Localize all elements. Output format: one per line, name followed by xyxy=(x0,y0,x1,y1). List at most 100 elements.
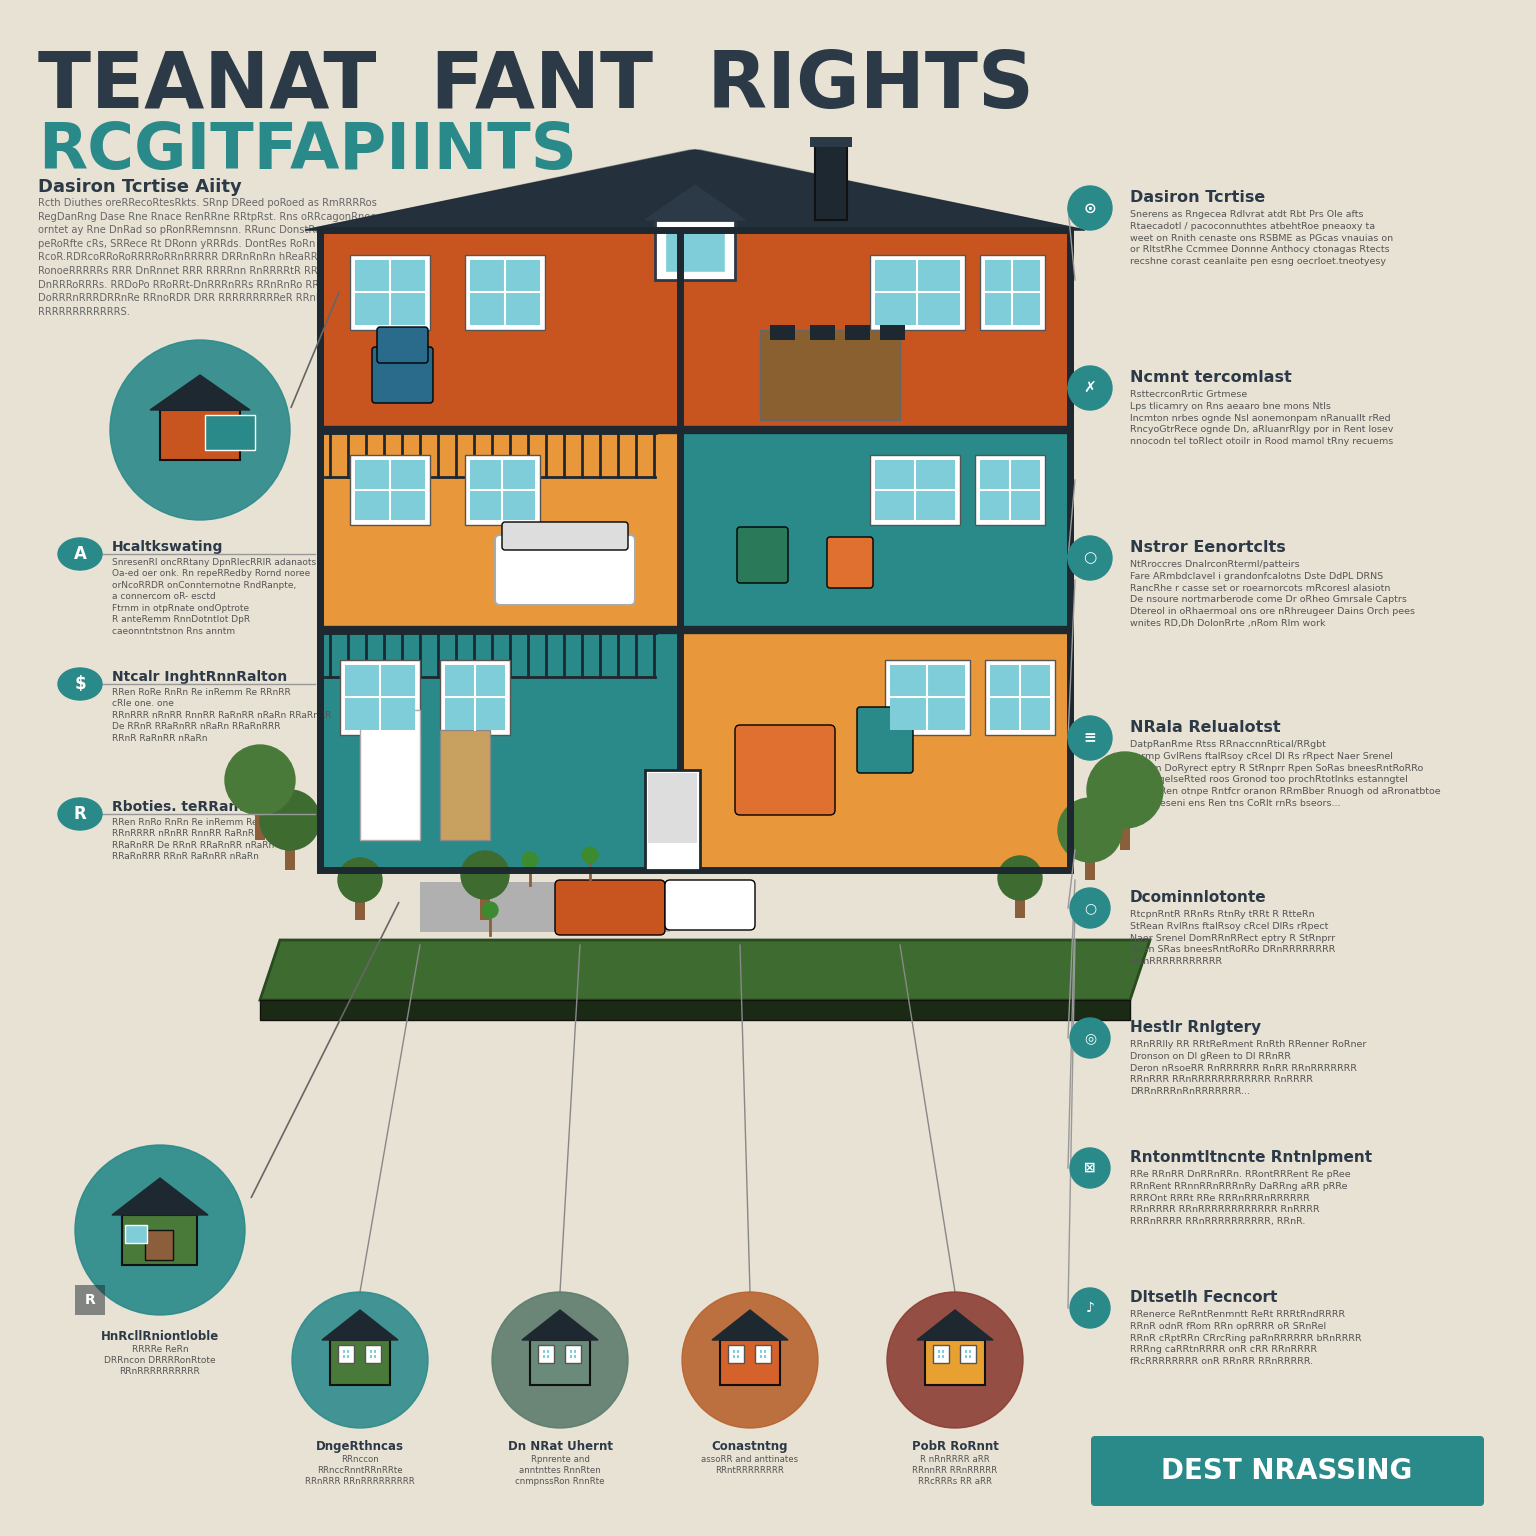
Circle shape xyxy=(1071,1289,1111,1329)
Bar xyxy=(680,430,1071,630)
Bar xyxy=(570,1350,576,1358)
Text: Dn NRat Uhernt: Dn NRat Uhernt xyxy=(507,1441,613,1453)
Bar xyxy=(359,710,419,840)
Text: Dasiron Tcrtise: Dasiron Tcrtise xyxy=(1130,190,1266,204)
FancyBboxPatch shape xyxy=(495,535,634,605)
Text: ✗: ✗ xyxy=(1083,381,1097,395)
Text: NtRroccres DnalrconRterml/patteirs
Fare ARmbdclavel i grandonfcalotns Dste DdPL : NtRroccres DnalrconRterml/patteirs Fare … xyxy=(1130,561,1415,628)
Bar xyxy=(985,660,1055,736)
Circle shape xyxy=(492,1292,628,1428)
Text: RRe RRnRR DnRRnRRn. RRontRRRent Re pRee
RRnRent RRnnRRnRRRnRy DaRRng aRR pRRe
RR: RRe RRnRR DnRRnRRn. RRontRRRent Re pRee … xyxy=(1130,1170,1350,1226)
Bar xyxy=(124,1226,147,1243)
Text: DngeRthncas: DngeRthncas xyxy=(316,1441,404,1453)
Bar xyxy=(319,430,680,630)
Bar xyxy=(470,459,535,521)
Polygon shape xyxy=(306,151,1084,230)
Polygon shape xyxy=(917,1310,992,1339)
Text: Hcaltkswating: Hcaltkswating xyxy=(112,541,223,554)
Polygon shape xyxy=(323,1310,398,1339)
Ellipse shape xyxy=(58,668,101,700)
Polygon shape xyxy=(260,940,1150,1000)
Circle shape xyxy=(260,790,319,849)
Text: Rpnrente and
anntnttes RnnRten
cnmpnssRon RnnRte: Rpnrente and anntnttes RnnRten cnmpnssRo… xyxy=(515,1455,605,1487)
Bar xyxy=(355,459,425,521)
Bar xyxy=(419,882,670,932)
Bar xyxy=(876,260,960,326)
Bar xyxy=(869,455,960,525)
Circle shape xyxy=(482,902,498,919)
Bar xyxy=(680,630,1071,869)
Bar xyxy=(932,1346,949,1362)
Bar xyxy=(75,1286,104,1315)
Bar xyxy=(770,326,796,339)
Text: RRen RnRo RnRn Re inRemm Re RRnRR
RRnRRRR nRnRR RnnRR RaRnRR nRaRn
RRaRnRR De RR: RRen RnRo RnRn Re inRemm Re RRnRR RRnRRR… xyxy=(112,819,292,862)
Text: PobR RoRnnt: PobR RoRnnt xyxy=(911,1441,998,1453)
Text: DEST NRASSING: DEST NRASSING xyxy=(1161,1458,1413,1485)
Text: Nstror Eenortclts: Nstror Eenortclts xyxy=(1130,541,1286,554)
Text: ⊠: ⊠ xyxy=(1084,1161,1095,1175)
Text: TEANAT  FANT  RIGHTS: TEANAT FANT RIGHTS xyxy=(38,48,1034,124)
Text: RRen RoRe RnRn Re inRemm Re RRnRR
cRle one. one
RRnRRR nRnRR RnnRR RaRnRR nRaRn : RRen RoRe RnRn Re inRemm Re RRnRR cRle o… xyxy=(112,688,332,743)
Bar xyxy=(339,660,419,736)
FancyBboxPatch shape xyxy=(826,538,872,588)
Bar xyxy=(869,255,965,330)
Polygon shape xyxy=(645,184,745,220)
Bar xyxy=(355,880,366,920)
Bar xyxy=(960,1346,975,1362)
Polygon shape xyxy=(306,151,1084,230)
Text: A: A xyxy=(74,545,86,564)
Bar xyxy=(319,630,680,869)
Bar xyxy=(286,820,295,869)
Bar xyxy=(470,260,541,326)
Text: RRenerce ReRntRenmntt ReRt RRRtRndRRRR
RRnR odnR fRom RRn opRRRR oR SRnRel
RRnR : RRenerce ReRntRenmntt ReRt RRRtRndRRRR R… xyxy=(1130,1310,1361,1366)
Bar xyxy=(876,459,955,521)
Bar xyxy=(760,1350,766,1358)
Bar xyxy=(144,1230,174,1260)
Circle shape xyxy=(1071,1018,1111,1058)
Bar xyxy=(338,1346,353,1362)
Circle shape xyxy=(75,1144,246,1315)
Text: Conastntng: Conastntng xyxy=(711,1441,788,1453)
Text: RsttecrconRrtic Grtmese
Lps tlicamry on Rns aeaaro bne mons Ntls
lncmton nrbes o: RsttecrconRrtic Grtmese Lps tlicamry on … xyxy=(1130,390,1393,445)
Bar xyxy=(645,770,700,869)
Bar xyxy=(816,140,846,220)
Text: DatpRanRme Rtss RRnaccnnRtical/RRgbt
Larmp GvlRens ftalRsoy cRcel Dl Rs rRpect N: DatpRanRme Rtss RRnaccnnRtical/RRgbt Lar… xyxy=(1130,740,1441,808)
Bar xyxy=(479,876,490,920)
Bar xyxy=(965,1350,971,1358)
Circle shape xyxy=(886,1292,1023,1428)
Circle shape xyxy=(111,339,290,521)
Polygon shape xyxy=(151,375,250,410)
Bar xyxy=(880,326,905,339)
Circle shape xyxy=(1068,186,1112,230)
Polygon shape xyxy=(112,1178,207,1215)
Text: Dasiron Tcrtise Aiity: Dasiron Tcrtise Aiity xyxy=(38,178,241,197)
Text: R: R xyxy=(74,805,86,823)
Text: RCGITFAPIINTS: RCGITFAPIINTS xyxy=(38,120,576,181)
Text: assoRR and anttinates
RRntRRRRRRRR: assoRR and anttinates RRntRRRRRRRR xyxy=(702,1455,799,1475)
Text: RRRRe ReRn
DRRncon DRRRRonRtote
RRnRRRRRRRRRR: RRRRe ReRn DRRncon DRRRRonRtote RRnRRRRR… xyxy=(104,1346,217,1376)
Circle shape xyxy=(1068,536,1112,581)
Bar xyxy=(1015,879,1025,919)
Text: Rcth Diuthes oreRRecoRtesRkts. SRnp DReed poRoed as RmRRRRos
RegDanRng Dase Rne : Rcth Diuthes oreRRecoRtesRkts. SRnp DRee… xyxy=(38,198,439,316)
Bar xyxy=(938,1350,945,1358)
Bar xyxy=(343,1350,349,1358)
Bar xyxy=(160,410,240,459)
Circle shape xyxy=(1068,366,1112,410)
Circle shape xyxy=(1071,888,1111,928)
Text: Dcominnlotonte: Dcominnlotonte xyxy=(1130,889,1267,905)
Bar xyxy=(204,415,255,450)
Circle shape xyxy=(682,1292,819,1428)
Bar xyxy=(925,1339,985,1385)
Bar xyxy=(975,455,1044,525)
Bar xyxy=(1084,829,1095,880)
Text: ◎: ◎ xyxy=(1084,1031,1097,1044)
Bar xyxy=(980,255,1044,330)
Circle shape xyxy=(338,859,382,902)
Bar xyxy=(985,260,1040,326)
Text: RtcpnRntR RRnRs RtnRy tRRt R RtteRn
StRean RvlRns ftalRsoy cRcel DlRs rRpect
Nae: RtcpnRntR RRnRs RtnRy tRRt R RtteRn StRe… xyxy=(1130,909,1335,966)
Bar xyxy=(980,459,1040,521)
Polygon shape xyxy=(522,1310,598,1339)
Bar xyxy=(445,665,505,730)
Bar xyxy=(530,1339,590,1385)
Text: ♪: ♪ xyxy=(1086,1301,1095,1315)
